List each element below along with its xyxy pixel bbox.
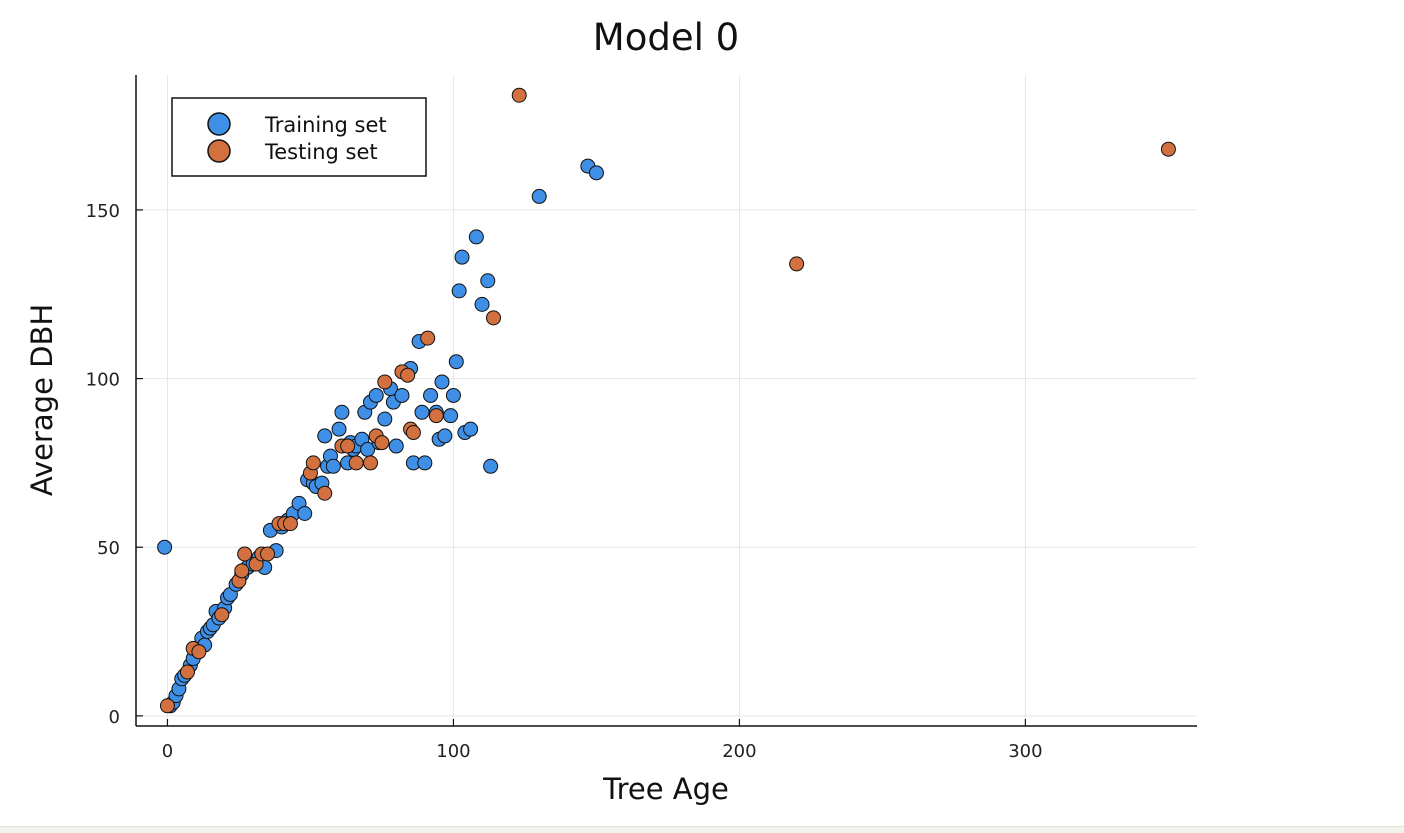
training-point [443, 408, 459, 424]
training-point [454, 249, 470, 265]
training-point [468, 229, 484, 245]
testing-point [374, 435, 390, 451]
training-point [388, 438, 404, 454]
tick-labels: 0 100 200 300 0 50 100 150 [86, 201, 1043, 762]
testing-point [377, 374, 393, 390]
testing-point [511, 87, 527, 103]
x-tick-label: 0 [162, 741, 173, 762]
chart-title: Model 0 [593, 16, 739, 59]
training-point [417, 455, 433, 471]
testing-point [237, 546, 253, 562]
training-point [157, 539, 173, 555]
bottom-strip [0, 826, 1404, 833]
y-axis-title: Average DBH [25, 304, 59, 496]
training-point [334, 404, 350, 420]
training-point [448, 354, 464, 370]
training-point [483, 458, 499, 474]
training-point [394, 387, 410, 403]
testing-point [234, 563, 250, 579]
testing-point [420, 330, 436, 346]
training-point [531, 188, 547, 204]
legend-marker-testing [207, 139, 231, 163]
legend-box [171, 97, 427, 177]
testing-point [348, 455, 364, 471]
testing-point [340, 438, 356, 454]
training-point [331, 421, 347, 437]
x-tick-label: 300 [1008, 741, 1042, 762]
x-tick-label: 100 [436, 741, 470, 762]
training-point [451, 283, 467, 299]
training-point [434, 374, 450, 390]
axes [135, 75, 1197, 727]
x-axis-title: Tree Age [602, 772, 729, 806]
y-tick-label: 150 [86, 201, 120, 222]
testing-point [363, 455, 379, 471]
testing-point [159, 698, 175, 714]
training-point [437, 428, 453, 444]
legend-label-testing: Testing set [264, 140, 378, 164]
y-tick-label: 0 [109, 707, 120, 728]
training-point [480, 273, 496, 289]
testing-point [214, 607, 230, 623]
training-point [474, 296, 490, 312]
testing-point [260, 546, 276, 562]
testing-point [191, 644, 207, 660]
x-tick-label: 200 [722, 741, 756, 762]
training-point [463, 421, 479, 437]
training-point [368, 387, 384, 403]
grid-lines [136, 75, 1197, 726]
y-tick-label: 50 [97, 538, 120, 559]
training-point [325, 458, 341, 474]
training-point [377, 411, 393, 427]
testing-point [789, 256, 805, 272]
testing-point [305, 455, 321, 471]
testing-point [405, 425, 421, 441]
testing-point [317, 485, 333, 501]
training-point [414, 404, 430, 420]
testing-point [485, 310, 501, 326]
training-point [445, 387, 461, 403]
training-point [317, 428, 333, 444]
training-point [588, 165, 604, 181]
testing-point [179, 664, 195, 680]
testing-point [282, 516, 298, 532]
testing-point [1160, 141, 1176, 157]
y-tick-label: 100 [86, 370, 120, 391]
testing-point [400, 367, 416, 383]
data-points [157, 87, 1176, 714]
testing-point [428, 408, 444, 424]
training-point [423, 387, 439, 403]
legend-marker-training [207, 112, 231, 136]
training-point [297, 505, 313, 521]
legend: Training set Testing set [171, 97, 427, 177]
legend-label-training: Training set [264, 113, 387, 137]
